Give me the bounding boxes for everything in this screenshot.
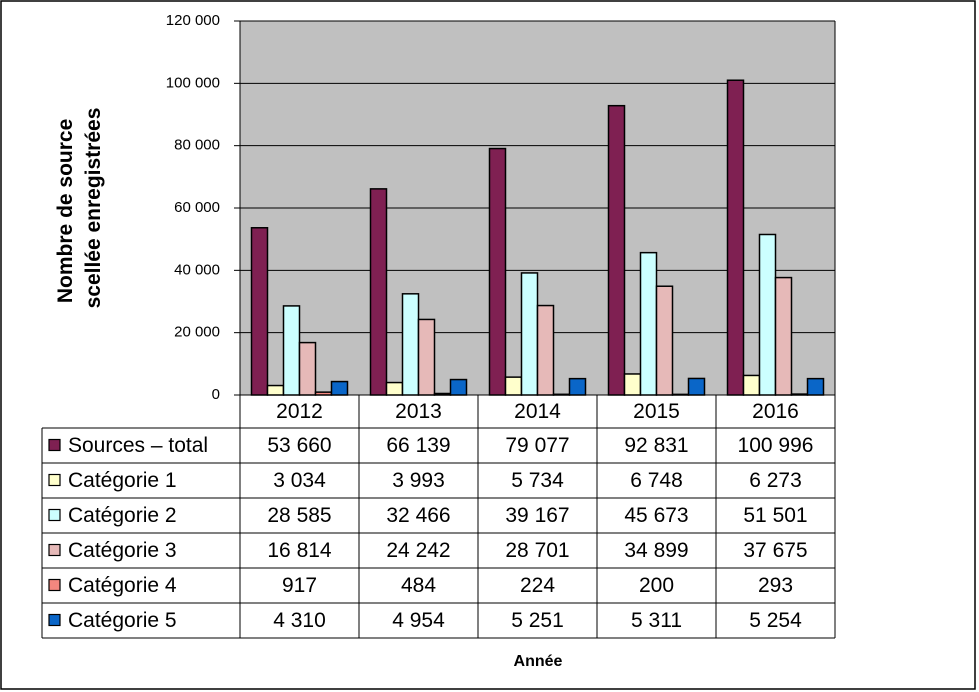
table-value: 28 585: [267, 504, 331, 527]
bar: [726, 79, 745, 396]
table-value: 32 466: [386, 504, 450, 527]
table-value: 6 273: [749, 469, 802, 492]
legend-key: [48, 578, 61, 592]
bar: [607, 104, 626, 396]
bar: [417, 318, 436, 396]
x-axis-title: Année: [514, 653, 563, 670]
bar: [639, 251, 658, 396]
table-value: 79 077: [505, 434, 569, 457]
table-value: 24 242: [386, 539, 450, 562]
bar: [623, 373, 642, 396]
legend-label: Catégorie 1: [68, 469, 177, 492]
table-value: 3 034: [273, 469, 326, 492]
legend-label: Catégorie 3: [68, 539, 177, 562]
bar: [568, 377, 587, 396]
table-value: 6 748: [630, 469, 683, 492]
table-value: 5 251: [511, 609, 564, 632]
bar: [520, 272, 539, 396]
bar: [488, 147, 507, 396]
table-value: 5 311: [631, 609, 682, 632]
table-value: 484: [401, 574, 436, 597]
x-tick-label: 2013: [395, 400, 442, 423]
table-value: 5 734: [511, 469, 564, 492]
bar: [250, 227, 269, 396]
bar: [385, 381, 404, 396]
legend-key: [48, 438, 61, 452]
legend-label: Catégorie 2: [68, 504, 177, 527]
y-axis-title: Nombre de source scellée enregistrées: [54, 108, 105, 309]
legend-key: [48, 473, 61, 487]
table-value: 53 660: [267, 434, 331, 457]
table-value: 293: [758, 574, 793, 597]
bar: [282, 305, 301, 396]
legend-label: Catégorie 5: [68, 609, 177, 632]
table-value: 100 996: [738, 434, 814, 457]
x-tick-label: 2016: [752, 400, 799, 423]
bar: [401, 293, 420, 396]
legend-key: [48, 508, 61, 522]
bar: [298, 341, 317, 396]
table-value: 200: [639, 574, 674, 597]
table-value: 5 254: [749, 609, 802, 632]
table-value: 16 814: [267, 539, 332, 562]
y-axis-title-line: scellée enregistrées: [82, 108, 105, 309]
table-value: 224: [520, 574, 555, 597]
x-tick-label: 2012: [276, 400, 323, 423]
bar: [369, 188, 388, 396]
bar: [806, 377, 825, 396]
bar: [536, 304, 555, 396]
y-tick-label: 80 000: [174, 137, 220, 154]
table-value: 37 675: [743, 539, 807, 562]
y-tick-label: 40 000: [174, 261, 220, 278]
legend-key: [48, 613, 61, 627]
bar: [742, 374, 761, 396]
table-value: 4 954: [392, 609, 445, 632]
bar: [449, 378, 468, 396]
table-value: 92 831: [624, 434, 688, 457]
y-tick-label: 100 000: [166, 74, 220, 91]
y-tick-label: 120 000: [166, 12, 220, 29]
table-value: 39 167: [505, 504, 569, 527]
bar: [504, 376, 523, 396]
legend-label: Sources – total: [68, 434, 208, 457]
bar: [655, 285, 674, 396]
table-value: 28 701: [505, 539, 569, 562]
y-tick-label: 20 000: [174, 324, 220, 341]
table-value: 66 139: [386, 434, 450, 457]
table-value: 917: [282, 574, 317, 597]
table-value: 34 899: [624, 539, 688, 562]
table-value: 51 501: [743, 504, 807, 527]
table-value: 3 993: [392, 469, 445, 492]
table-value: 45 673: [624, 504, 688, 527]
y-tick-label: 60 000: [174, 199, 220, 216]
y-tick-label: 0: [212, 386, 220, 403]
bar: [266, 384, 285, 396]
legend-key: [48, 543, 61, 557]
legend-label: Catégorie 4: [68, 574, 177, 597]
bar: [774, 276, 793, 396]
y-axis-title-line: Nombre de source: [54, 119, 77, 303]
x-tick-label: 2015: [633, 400, 680, 423]
table-value: 4 310: [273, 609, 326, 632]
x-tick-label: 2014: [514, 400, 561, 423]
bar: [687, 377, 706, 396]
bar: [330, 380, 349, 396]
bar: [758, 233, 777, 396]
